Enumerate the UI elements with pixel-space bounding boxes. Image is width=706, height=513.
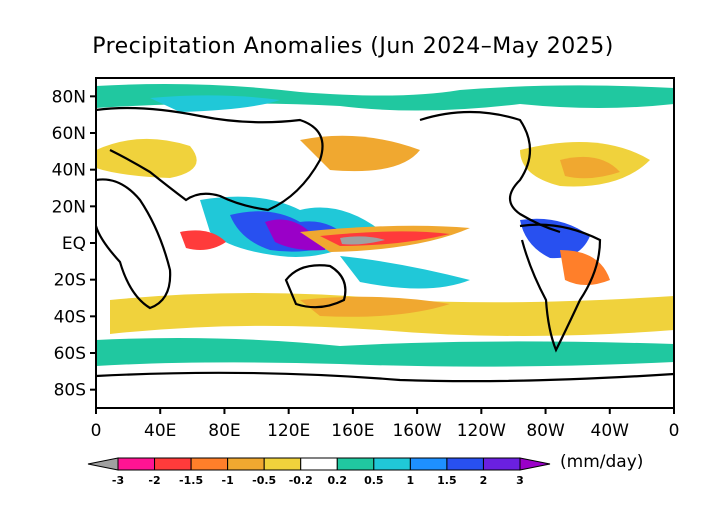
africa-coast (96, 178, 172, 310)
dry-patch (300, 135, 420, 172)
brazil-dry (560, 250, 610, 285)
latitude-axis: 80N 60N 40N 20N EQ 20S 40S 60S 80S (52, 87, 96, 401)
colorbar-label: 0.2 (328, 474, 348, 487)
lat-tick-label: 60N (52, 124, 86, 144)
australia-coast (284, 264, 347, 309)
lat-tick-label: EQ (62, 234, 86, 254)
dry-patch-core (560, 156, 620, 179)
southern-ocean-wet (96, 338, 674, 367)
lon-tick-label: 40W (591, 421, 630, 441)
lon-tick-label: 0 (91, 421, 102, 441)
lon-tick-label: 160W (392, 421, 441, 441)
tropical-wet-max (265, 219, 326, 251)
lat-tick-label: 80S (54, 381, 86, 401)
colorbar-label: -0.2 (289, 474, 313, 487)
colorbar-segment (373, 457, 411, 471)
lon-tick-label: 120E (267, 421, 310, 441)
map-title: Precipitation Anomalies (Jun 2024–May 20… (92, 34, 614, 59)
lon-tick-label: 80W (526, 421, 565, 441)
coastlines (96, 106, 674, 383)
colorbar-label: 1 (407, 474, 415, 487)
indian-ocean-dry (180, 230, 226, 250)
colorbar-label: -3 (112, 474, 124, 487)
colorbar-segment (154, 457, 192, 471)
colorbar-high-arrow (519, 457, 551, 471)
north-america-coast (419, 110, 561, 234)
south-america-coast (519, 223, 602, 353)
colorbar-segment (300, 457, 338, 471)
lon-tick-label: 0 (669, 421, 680, 441)
lat-tick-label: 40N (52, 161, 86, 181)
colorbar-label: 0.5 (364, 474, 384, 487)
lon-tick-label: 160E (331, 421, 374, 441)
spcz-wet (340, 256, 470, 289)
colorbar-label: -1 (222, 474, 234, 487)
colorbar-label: 2 (480, 474, 488, 487)
colorbar-label: 1.5 (437, 474, 457, 487)
longitude-axis: 0 40E 80E 120E 160E 160W 120W 80W 40W 0 (91, 408, 680, 441)
lat-tick-label: 60S (54, 344, 86, 364)
colorbar-segment (227, 457, 265, 471)
colorbar: -3 -2 -1.5 -1 -0.5 -0.2 0.2 0.5 1 1.5 2 3 (87, 457, 551, 487)
colorbar-segment (336, 457, 375, 471)
colorbar-segment (482, 457, 521, 471)
eurasia-coast (96, 106, 324, 212)
lat-tick-label: 20S (54, 271, 86, 291)
pacific-dry-max (340, 236, 385, 245)
lon-tick-label: 80E (208, 421, 240, 441)
lon-tick-label: 120W (457, 421, 506, 441)
units-label: (mm/day) (560, 452, 644, 472)
lat-tick-label: 20N (52, 197, 86, 217)
arctic-wet-core (150, 95, 280, 112)
dry-patch (96, 138, 197, 178)
lat-tick-label: 80N (52, 87, 86, 107)
lat-tick-label: 40S (54, 307, 86, 327)
colorbar-segment (190, 457, 229, 471)
colorbar-label: -2 (148, 474, 160, 487)
colorbar-label: -1.5 (179, 474, 203, 487)
anomaly-field (96, 84, 674, 367)
colorbar-segment (446, 457, 484, 471)
antarctica-coast (96, 371, 674, 383)
colorbar-segment (117, 457, 156, 471)
colorbar-low-arrow (87, 457, 119, 471)
colorbar-label: 3 (516, 474, 524, 487)
lon-tick-label: 40E (144, 421, 176, 441)
arctic-wet-region (96, 84, 674, 111)
colorbar-segment (263, 457, 302, 471)
colorbar-segment (409, 457, 448, 471)
colorbar-label: -0.5 (252, 474, 276, 487)
